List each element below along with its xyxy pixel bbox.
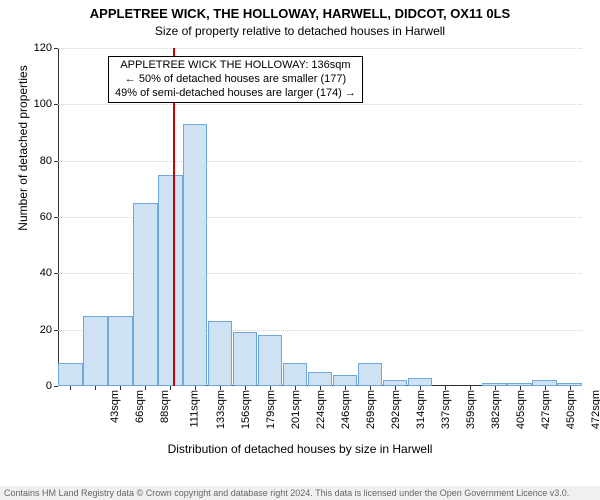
ytick-label: 60	[40, 211, 58, 223]
bar	[333, 375, 357, 386]
infobox-line2: ← 50% of detached houses are smaller (17…	[115, 73, 356, 87]
y-axis-label: Number of detached properties	[16, 0, 30, 317]
xtick-label: 246sqm	[340, 390, 352, 429]
xtick-mark	[95, 386, 96, 390]
x-axis-label: Distribution of detached houses by size …	[0, 442, 600, 456]
xtick-label: 405sqm	[515, 390, 527, 429]
bar	[133, 203, 157, 386]
ytick-label: 80	[40, 155, 58, 167]
xtick-mark	[370, 386, 371, 390]
bar	[308, 372, 332, 386]
ytick-label: 20	[40, 324, 58, 336]
xtick-mark	[545, 386, 546, 390]
gridline	[58, 161, 582, 162]
xtick-label: 314sqm	[415, 390, 427, 429]
bar	[158, 175, 182, 386]
xtick-mark	[245, 386, 246, 390]
footer-attribution: Contains HM Land Registry data © Crown c…	[0, 486, 600, 500]
xtick-mark	[70, 386, 71, 390]
ytick-label: 40	[40, 267, 58, 279]
xtick-mark	[320, 386, 321, 390]
ytick-label: 100	[34, 98, 58, 110]
bar	[108, 316, 132, 386]
xtick-mark	[120, 386, 121, 390]
bar	[183, 124, 207, 386]
xtick-mark	[395, 386, 396, 390]
ytick-label: 0	[46, 380, 58, 392]
xtick-mark	[145, 386, 146, 390]
infobox: APPLETREE WICK THE HOLLOWAY: 136sqm← 50%…	[108, 56, 363, 103]
xtick-label: 337sqm	[440, 390, 452, 429]
xtick-label: 43sqm	[110, 390, 122, 423]
bar	[58, 363, 82, 386]
bar	[283, 363, 307, 386]
bar	[208, 321, 232, 386]
property-size-chart: APPLETREE WICK, THE HOLLOWAY, HARWELL, D…	[0, 0, 600, 500]
chart-title: APPLETREE WICK, THE HOLLOWAY, HARWELL, D…	[0, 6, 600, 21]
xtick-mark	[445, 386, 446, 390]
xtick-label: 450sqm	[565, 390, 577, 429]
xtick-mark	[270, 386, 271, 390]
xtick-label: 269sqm	[365, 390, 377, 429]
plot-area: 02040608010012043sqm66sqm88sqm111sqm133s…	[58, 48, 582, 386]
infobox-line1: APPLETREE WICK THE HOLLOWAY: 136sqm	[115, 59, 356, 73]
bar	[233, 332, 257, 386]
xtick-mark	[520, 386, 521, 390]
xtick-mark	[495, 386, 496, 390]
bar	[358, 363, 382, 386]
xtick-label: 156sqm	[240, 390, 252, 429]
ytick-label: 120	[34, 42, 58, 54]
infobox-line3: 49% of semi-detached houses are larger (…	[115, 87, 356, 101]
xtick-label: 292sqm	[390, 390, 402, 429]
xtick-mark	[195, 386, 196, 390]
xtick-mark	[170, 386, 171, 390]
bar	[408, 378, 432, 386]
chart-subtitle: Size of property relative to detached ho…	[0, 24, 600, 38]
xtick-mark	[345, 386, 346, 390]
gridline	[58, 48, 582, 49]
xtick-mark	[470, 386, 471, 390]
xtick-mark	[420, 386, 421, 390]
xtick-label: 179sqm	[265, 390, 277, 429]
bar	[258, 335, 282, 386]
xtick-label: 133sqm	[215, 390, 227, 429]
xtick-label: 472sqm	[590, 390, 600, 429]
xtick-mark	[570, 386, 571, 390]
xtick-mark	[220, 386, 221, 390]
xtick-label: 111sqm	[189, 390, 201, 428]
xtick-mark	[295, 386, 296, 390]
xtick-label: 427sqm	[540, 390, 552, 429]
xtick-label: 88sqm	[159, 390, 171, 423]
xtick-label: 359sqm	[465, 390, 477, 429]
xtick-label: 201sqm	[290, 390, 302, 429]
gridline	[58, 104, 582, 105]
xtick-label: 224sqm	[315, 390, 327, 429]
xtick-label: 66sqm	[134, 390, 146, 423]
xtick-label: 382sqm	[490, 390, 502, 429]
bar	[83, 316, 107, 386]
